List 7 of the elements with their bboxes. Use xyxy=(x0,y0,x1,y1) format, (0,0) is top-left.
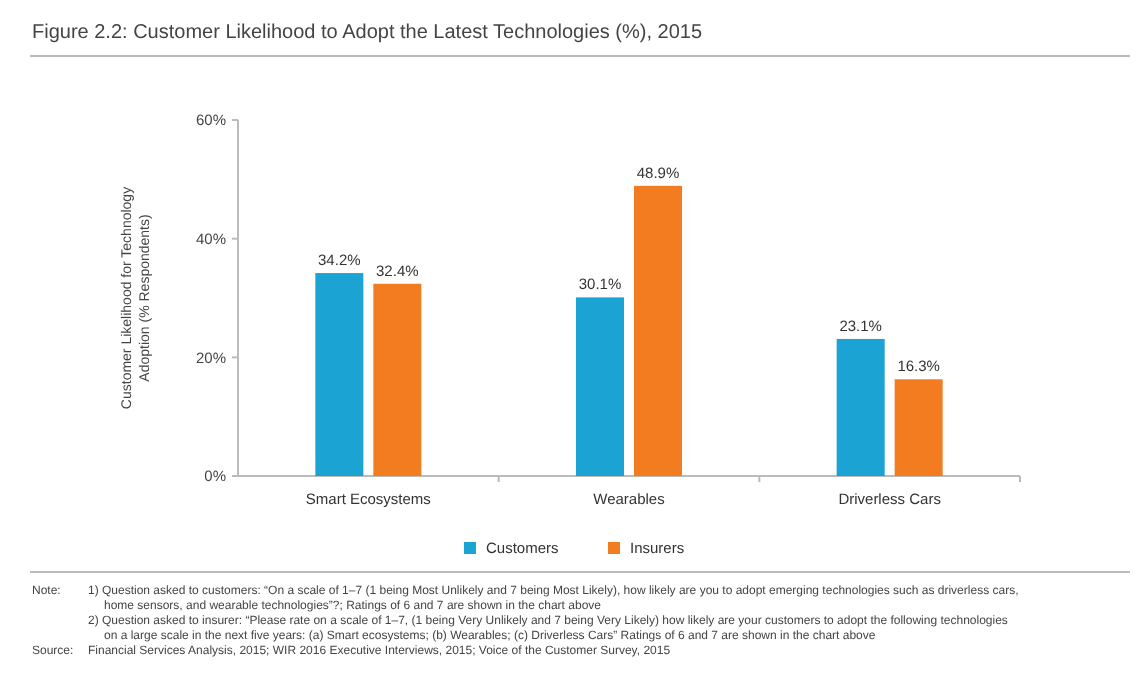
bar xyxy=(315,273,364,476)
bar xyxy=(576,297,624,476)
bar xyxy=(894,379,943,476)
bar xyxy=(634,185,682,476)
bar xyxy=(836,338,885,476)
chart-title: Figure 2.2: Customer Likelihood to Adopt the Latest Technologies (%), 2015 xyxy=(32,22,703,44)
bar xyxy=(373,283,422,476)
